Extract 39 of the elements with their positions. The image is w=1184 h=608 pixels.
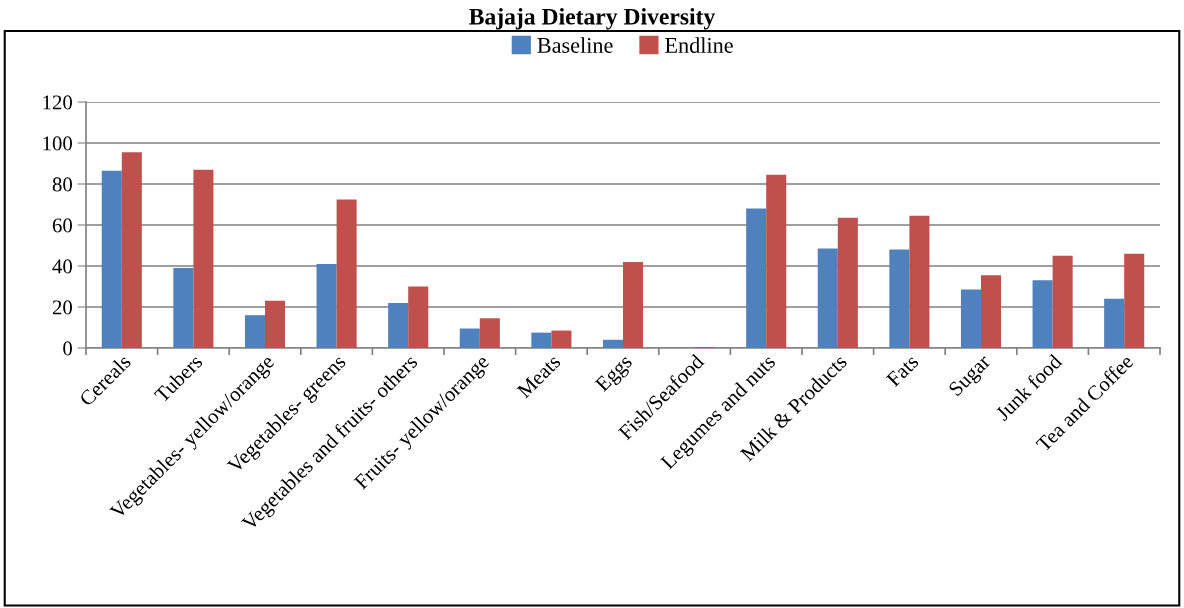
bar: [531, 332, 552, 348]
y-tick-label: 120: [43, 95, 73, 110]
x-tick-label: Fats: [885, 353, 920, 388]
bar: [981, 275, 1002, 348]
bar: [837, 217, 858, 348]
bar: [1052, 255, 1073, 348]
bar: [479, 318, 500, 348]
bar: [1032, 280, 1053, 348]
y-tick-label: 100: [43, 136, 73, 151]
chart-title: Bajaja Dietary Diversity: [469, 8, 716, 30]
bar: [889, 249, 910, 348]
bar: [551, 330, 572, 348]
bar: [121, 152, 142, 348]
bar: [173, 268, 194, 348]
bar: [265, 300, 286, 348]
bar: [408, 286, 429, 348]
bar: [193, 169, 214, 348]
bar: [909, 215, 930, 348]
y-tick-label: 40: [52, 259, 73, 274]
legend-label: Baseline: [537, 37, 613, 53]
bar: [623, 261, 644, 348]
bar: [1104, 298, 1125, 348]
bar: [817, 248, 838, 348]
bar: [766, 174, 787, 348]
y-tick-label: 20: [52, 300, 73, 315]
bar: [960, 289, 981, 348]
y-tick-label: 0: [63, 341, 73, 356]
bar: [746, 208, 767, 348]
bar: [388, 302, 409, 348]
bar: [244, 315, 265, 348]
bar: [602, 339, 623, 348]
y-tick-label: 60: [52, 218, 73, 233]
bar: [1124, 253, 1145, 348]
bar: [316, 263, 337, 348]
y-tick-label: 80: [52, 177, 73, 192]
bar: [336, 199, 357, 348]
legend-label: Endline: [665, 37, 733, 53]
bar: [101, 170, 122, 348]
bar: [459, 328, 480, 348]
